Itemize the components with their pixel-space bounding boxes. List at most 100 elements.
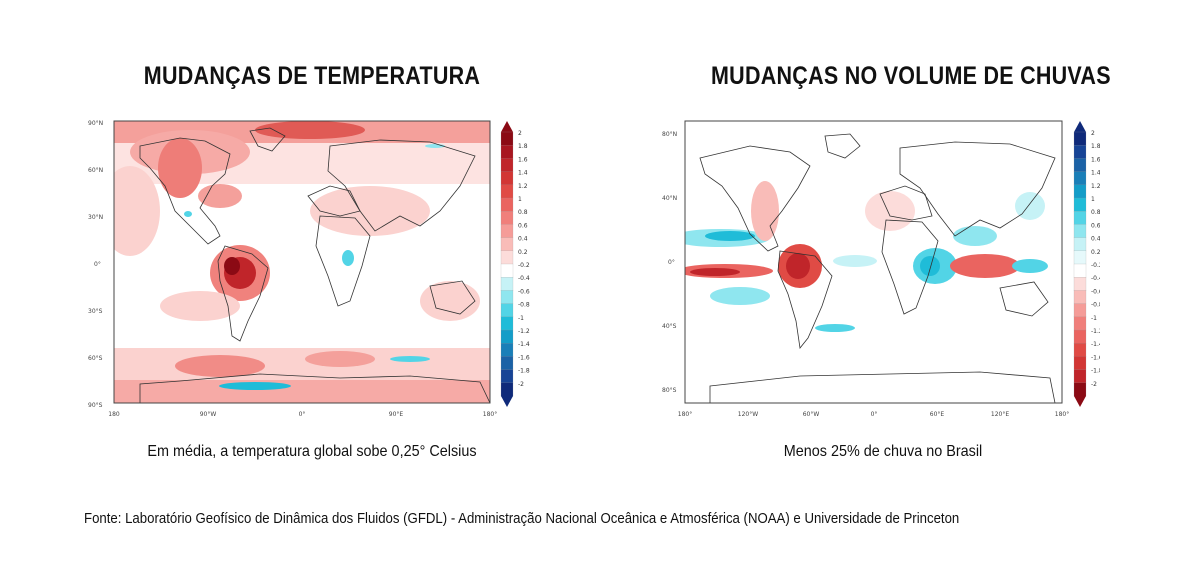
colorbar-tick-label: -0.2 xyxy=(1091,262,1100,269)
lon-label-0: 0° xyxy=(871,411,878,418)
colorbar-tick-label: -0.4 xyxy=(1091,275,1100,282)
colorbar-tick-label: -1.2 xyxy=(518,328,530,335)
colorbar-cell xyxy=(500,343,514,357)
colorbar-cell xyxy=(500,316,514,331)
colorbar-tick-label: 0.2 xyxy=(518,249,528,256)
colorbar-tick-label: -0.6 xyxy=(1091,288,1100,295)
rainfall-coastlines xyxy=(699,133,1056,403)
colorbar-tick-label: 0.8 xyxy=(1091,209,1100,216)
colorbar-tick-label: -1 xyxy=(1091,315,1097,322)
colorbar-cell xyxy=(1073,197,1087,212)
colorbar-cell xyxy=(500,224,514,239)
colorbar-tick-label: 1.6 xyxy=(518,156,528,163)
temperature-map-title: MUDANÇAS DE TEMPERATURA xyxy=(143,62,481,90)
temperature-map-border xyxy=(113,120,491,404)
colorbar-tick-label: -1.8 xyxy=(1091,368,1100,375)
colorbar-tick-label: -0.6 xyxy=(518,288,530,295)
colorbar-tick-label: -1.6 xyxy=(518,354,530,361)
rainfall-anomaly-field xyxy=(685,181,1048,332)
colorbar-cell xyxy=(500,369,514,384)
colorbar-cell xyxy=(1073,184,1087,199)
colorbar-tick-label: -1 xyxy=(518,315,524,322)
lon-label-60w: 60°W xyxy=(803,411,820,418)
colorbar-top-arrow xyxy=(1074,121,1086,132)
lat-label-90s: 90°S xyxy=(88,402,103,409)
lon-label-180e: 180° xyxy=(483,411,497,418)
colorbar-tick-label: -1.2 xyxy=(1091,328,1100,335)
colorbar-tick-label: 0.6 xyxy=(1091,222,1100,229)
colorbar-tick-label: 1.2 xyxy=(518,183,528,190)
colorbar-cell xyxy=(1073,145,1087,159)
colorbar-bottom-arrow xyxy=(501,396,513,407)
lat-label-90n: 90°N xyxy=(88,120,103,127)
colorbar-cell xyxy=(500,197,514,212)
colorbar-cell xyxy=(1073,211,1087,225)
colorbar-tick-label: 0.6 xyxy=(518,222,528,229)
colorbar-tick-label: -2 xyxy=(1091,381,1097,388)
lon-label-120e: 120°E xyxy=(991,411,1009,418)
colorbar-tick-label: -1.6 xyxy=(1091,354,1100,361)
colorbar-tick-label: 0.4 xyxy=(1091,236,1100,243)
colorbar-cell xyxy=(1073,224,1087,239)
rainfall-map-caption: Menos 25% de chuva no Brasil xyxy=(783,443,983,460)
lon-label-120w: 120°W xyxy=(738,411,758,418)
temperature-lon-axis: 180 90°W 0° 90°E 180° xyxy=(108,411,497,418)
lat-label-40n: 40°N xyxy=(662,195,677,202)
colorbar-cell xyxy=(500,329,514,344)
colorbar-cell xyxy=(500,131,514,146)
colorbar-cell xyxy=(500,184,514,199)
lon-label-180w: 180 xyxy=(108,411,120,418)
colorbar-cell xyxy=(500,277,514,291)
colorbar-cell xyxy=(500,356,514,370)
colorbar-tick-label: 0.4 xyxy=(518,236,528,243)
temperature-colorbar: 2 1.8 1.6 1.4 1.2 1 0.8 0.6 0.4 0.2 -0.2 -0.4 -0.6 -0… xyxy=(500,121,530,407)
source-credit: Fonte: Laboratório Geofísico de Dinâmica… xyxy=(84,510,960,527)
colorbar-tick-label: -0.8 xyxy=(1091,302,1100,309)
colorbar-tick-label: 1 xyxy=(1091,196,1095,203)
lat-label-60s: 60°S xyxy=(88,355,103,362)
colorbar-cell xyxy=(500,158,514,173)
rainfall-colorbar: 2 1.8 1.6 1.4 1.2 1 0.8 0.6 0.4 0.2 -0.2 -0.4 -0.6 -0… xyxy=(1073,121,1100,407)
colorbar-cell xyxy=(1073,316,1087,331)
colorbar-tick-label: -1.4 xyxy=(1091,341,1100,348)
colorbar-tick-label: 1.8 xyxy=(518,143,528,150)
rainfall-map: 80°N 40°N 0° 40°S 80°S 180° 120°W 60°W 0… xyxy=(662,120,1100,418)
colorbar-cell xyxy=(1073,277,1087,291)
colorbar-cell xyxy=(500,250,514,265)
lat-label-80s: 80°S xyxy=(662,387,677,394)
colorbar-cell xyxy=(1073,382,1087,397)
temperature-lat-axis: 90°N 60°N 30°N 0° 30°S 60°S 90°S xyxy=(88,120,103,409)
lat-label-60n: 60°N xyxy=(88,167,103,174)
colorbar-tick-label: 2 xyxy=(1091,130,1095,137)
colorbar-cell xyxy=(1073,263,1087,278)
colorbar-cell xyxy=(1073,171,1087,186)
colorbar-cell xyxy=(500,237,514,252)
colorbar-tick-label: -1.8 xyxy=(518,368,530,375)
colorbar-cell xyxy=(1073,131,1087,146)
colorbar-cell xyxy=(500,211,514,225)
colorbar-cell xyxy=(500,263,514,278)
colorbar-tick-label: -1.4 xyxy=(518,341,530,348)
colorbar-tick-label: 1.4 xyxy=(518,170,528,177)
colorbar-cell xyxy=(1073,290,1087,304)
colorbar-tick-label: 1.6 xyxy=(1091,156,1100,163)
lon-label-0: 0° xyxy=(299,411,306,418)
lat-label-30n: 30°N xyxy=(88,214,103,221)
rainfall-lat-axis: 80°N 40°N 0° 40°S 80°S xyxy=(662,131,677,394)
lon-label-180e: 180° xyxy=(1055,411,1069,418)
colorbar-bottom-arrow xyxy=(1074,396,1086,407)
colorbar-tick-label: 1 xyxy=(518,196,522,203)
colorbar-cell xyxy=(1073,329,1087,344)
colorbar-tick-label: -0.2 xyxy=(518,262,530,269)
lat-label-eq: 0° xyxy=(94,261,101,268)
colorbar-top-arrow xyxy=(501,121,513,132)
rainfall-map-border xyxy=(684,120,1063,404)
colorbar-tick-label: -0.4 xyxy=(518,275,530,282)
colorbar-tick-label: 1.2 xyxy=(1091,183,1100,190)
colorbar-tick-label: -2 xyxy=(518,381,524,388)
temperature-coastlines xyxy=(139,127,490,403)
colorbar-cell xyxy=(500,145,514,159)
rainfall-lon-axis: 180° 120°W 60°W 0° 60°E 120°E 180° xyxy=(678,411,1069,418)
rain-map-title: MUDANÇAS NO VOLUME DE CHUVAS xyxy=(711,62,1111,90)
lon-label-90e: 90°E xyxy=(389,411,404,418)
